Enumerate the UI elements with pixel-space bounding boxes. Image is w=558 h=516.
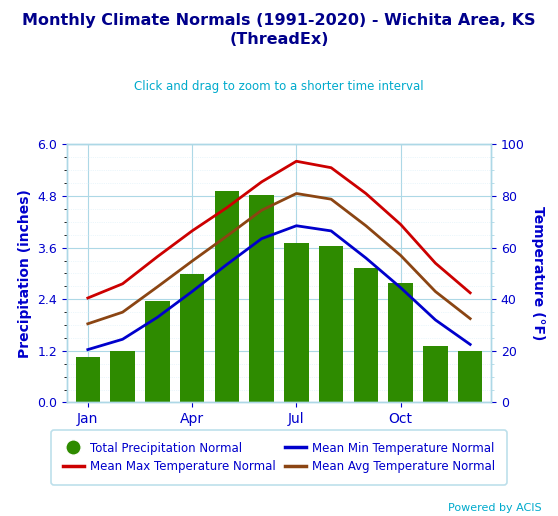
Text: Powered by ACIS: Powered by ACIS <box>448 504 541 513</box>
Bar <box>145 301 170 402</box>
Y-axis label: Temperature (°F): Temperature (°F) <box>531 206 546 341</box>
Bar <box>180 275 204 402</box>
Bar <box>388 283 413 402</box>
Bar <box>215 191 239 402</box>
Bar <box>319 246 343 402</box>
Bar <box>424 346 448 402</box>
Bar <box>249 195 274 402</box>
Text: Monthly Climate Normals (1991-2020) - Wichita Area, KS
(ThreadEx): Monthly Climate Normals (1991-2020) - Wi… <box>22 13 536 46</box>
Bar <box>354 268 378 402</box>
Bar <box>110 351 134 402</box>
Bar <box>458 351 482 402</box>
Bar <box>76 357 100 402</box>
Y-axis label: Precipitation (inches): Precipitation (inches) <box>18 189 32 358</box>
Legend: Total Precipitation Normal, Mean Max Temperature Normal, Mean Min Temperature No: Total Precipitation Normal, Mean Max Tem… <box>55 433 503 482</box>
Text: Click and drag to zoom to a shorter time interval: Click and drag to zoom to a shorter time… <box>134 80 424 93</box>
Bar <box>284 244 309 402</box>
